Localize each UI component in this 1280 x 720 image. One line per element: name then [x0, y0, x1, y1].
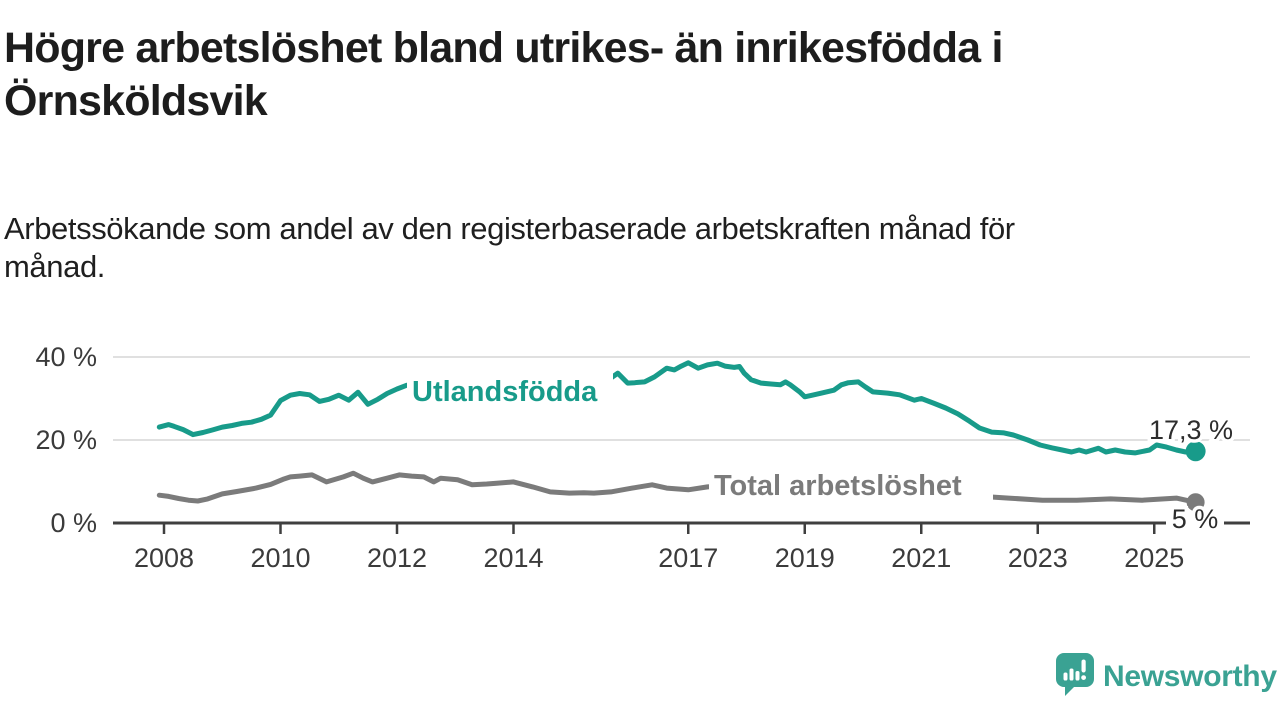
x-axis-tick-label: 2012: [367, 543, 427, 573]
series-label-mask: [709, 467, 993, 501]
page-title: Högre arbetslöshet bland utrikes- än inr…: [4, 22, 1254, 128]
y-axis-tick-label: 20 %: [35, 425, 97, 455]
title-line-1: Högre arbetslöshet bland utrikes- än inr…: [4, 24, 1003, 72]
subtitle-line-2: månad.: [4, 249, 105, 284]
chart-subtitle: Arbetssökande som andel av den registerb…: [4, 210, 1244, 286]
newsworthy-logo-text: Newsworthy: [1103, 660, 1277, 693]
end-value-label-total: 5 %: [1172, 504, 1219, 534]
branding-footer: Newsworthy: [1055, 652, 1280, 712]
logo-speech-bubble: [1056, 653, 1094, 696]
x-axis-tick-label: 2019: [775, 543, 835, 573]
series-label-mask: [407, 373, 613, 407]
x-axis-tick-label: 2023: [1008, 543, 1068, 573]
x-axis-tick-label: 2014: [483, 543, 543, 573]
end-value-label-utlandsfodda: 17,3 %: [1149, 415, 1233, 445]
x-axis-tick-label: 2017: [658, 543, 718, 573]
series-label-utlandsfodda: Utlandsfödda: [412, 376, 598, 408]
subtitle-line-1: Arbetssökande som andel av den registerb…: [4, 211, 1015, 246]
x-axis-tick-label: 2025: [1124, 543, 1184, 573]
y-axis-tick-label: 40 %: [35, 342, 97, 372]
axis-label-mask: [1166, 516, 1224, 530]
series-line-total-arbetsloshet: [156, 470, 1199, 505]
title-line-2: Örnsköldsvik: [4, 77, 268, 125]
y-axis-tick-label: 0 %: [50, 508, 97, 538]
end-dot-total: [1186, 493, 1205, 512]
x-axis-tick-label: 2021: [891, 543, 951, 573]
newsworthy-logo-icon: [1056, 653, 1094, 696]
series-label-total-arbetsloshet: Total arbetslöshet: [714, 470, 962, 502]
x-axis-tick-label: 2010: [250, 543, 310, 573]
x-axis-tick-label: 2008: [134, 543, 194, 573]
end-dot-utlandsfodda: [1185, 441, 1206, 462]
logo-bar-chart-glyph: [1063, 659, 1086, 681]
series-line-utlandsfodda: [156, 360, 1199, 456]
